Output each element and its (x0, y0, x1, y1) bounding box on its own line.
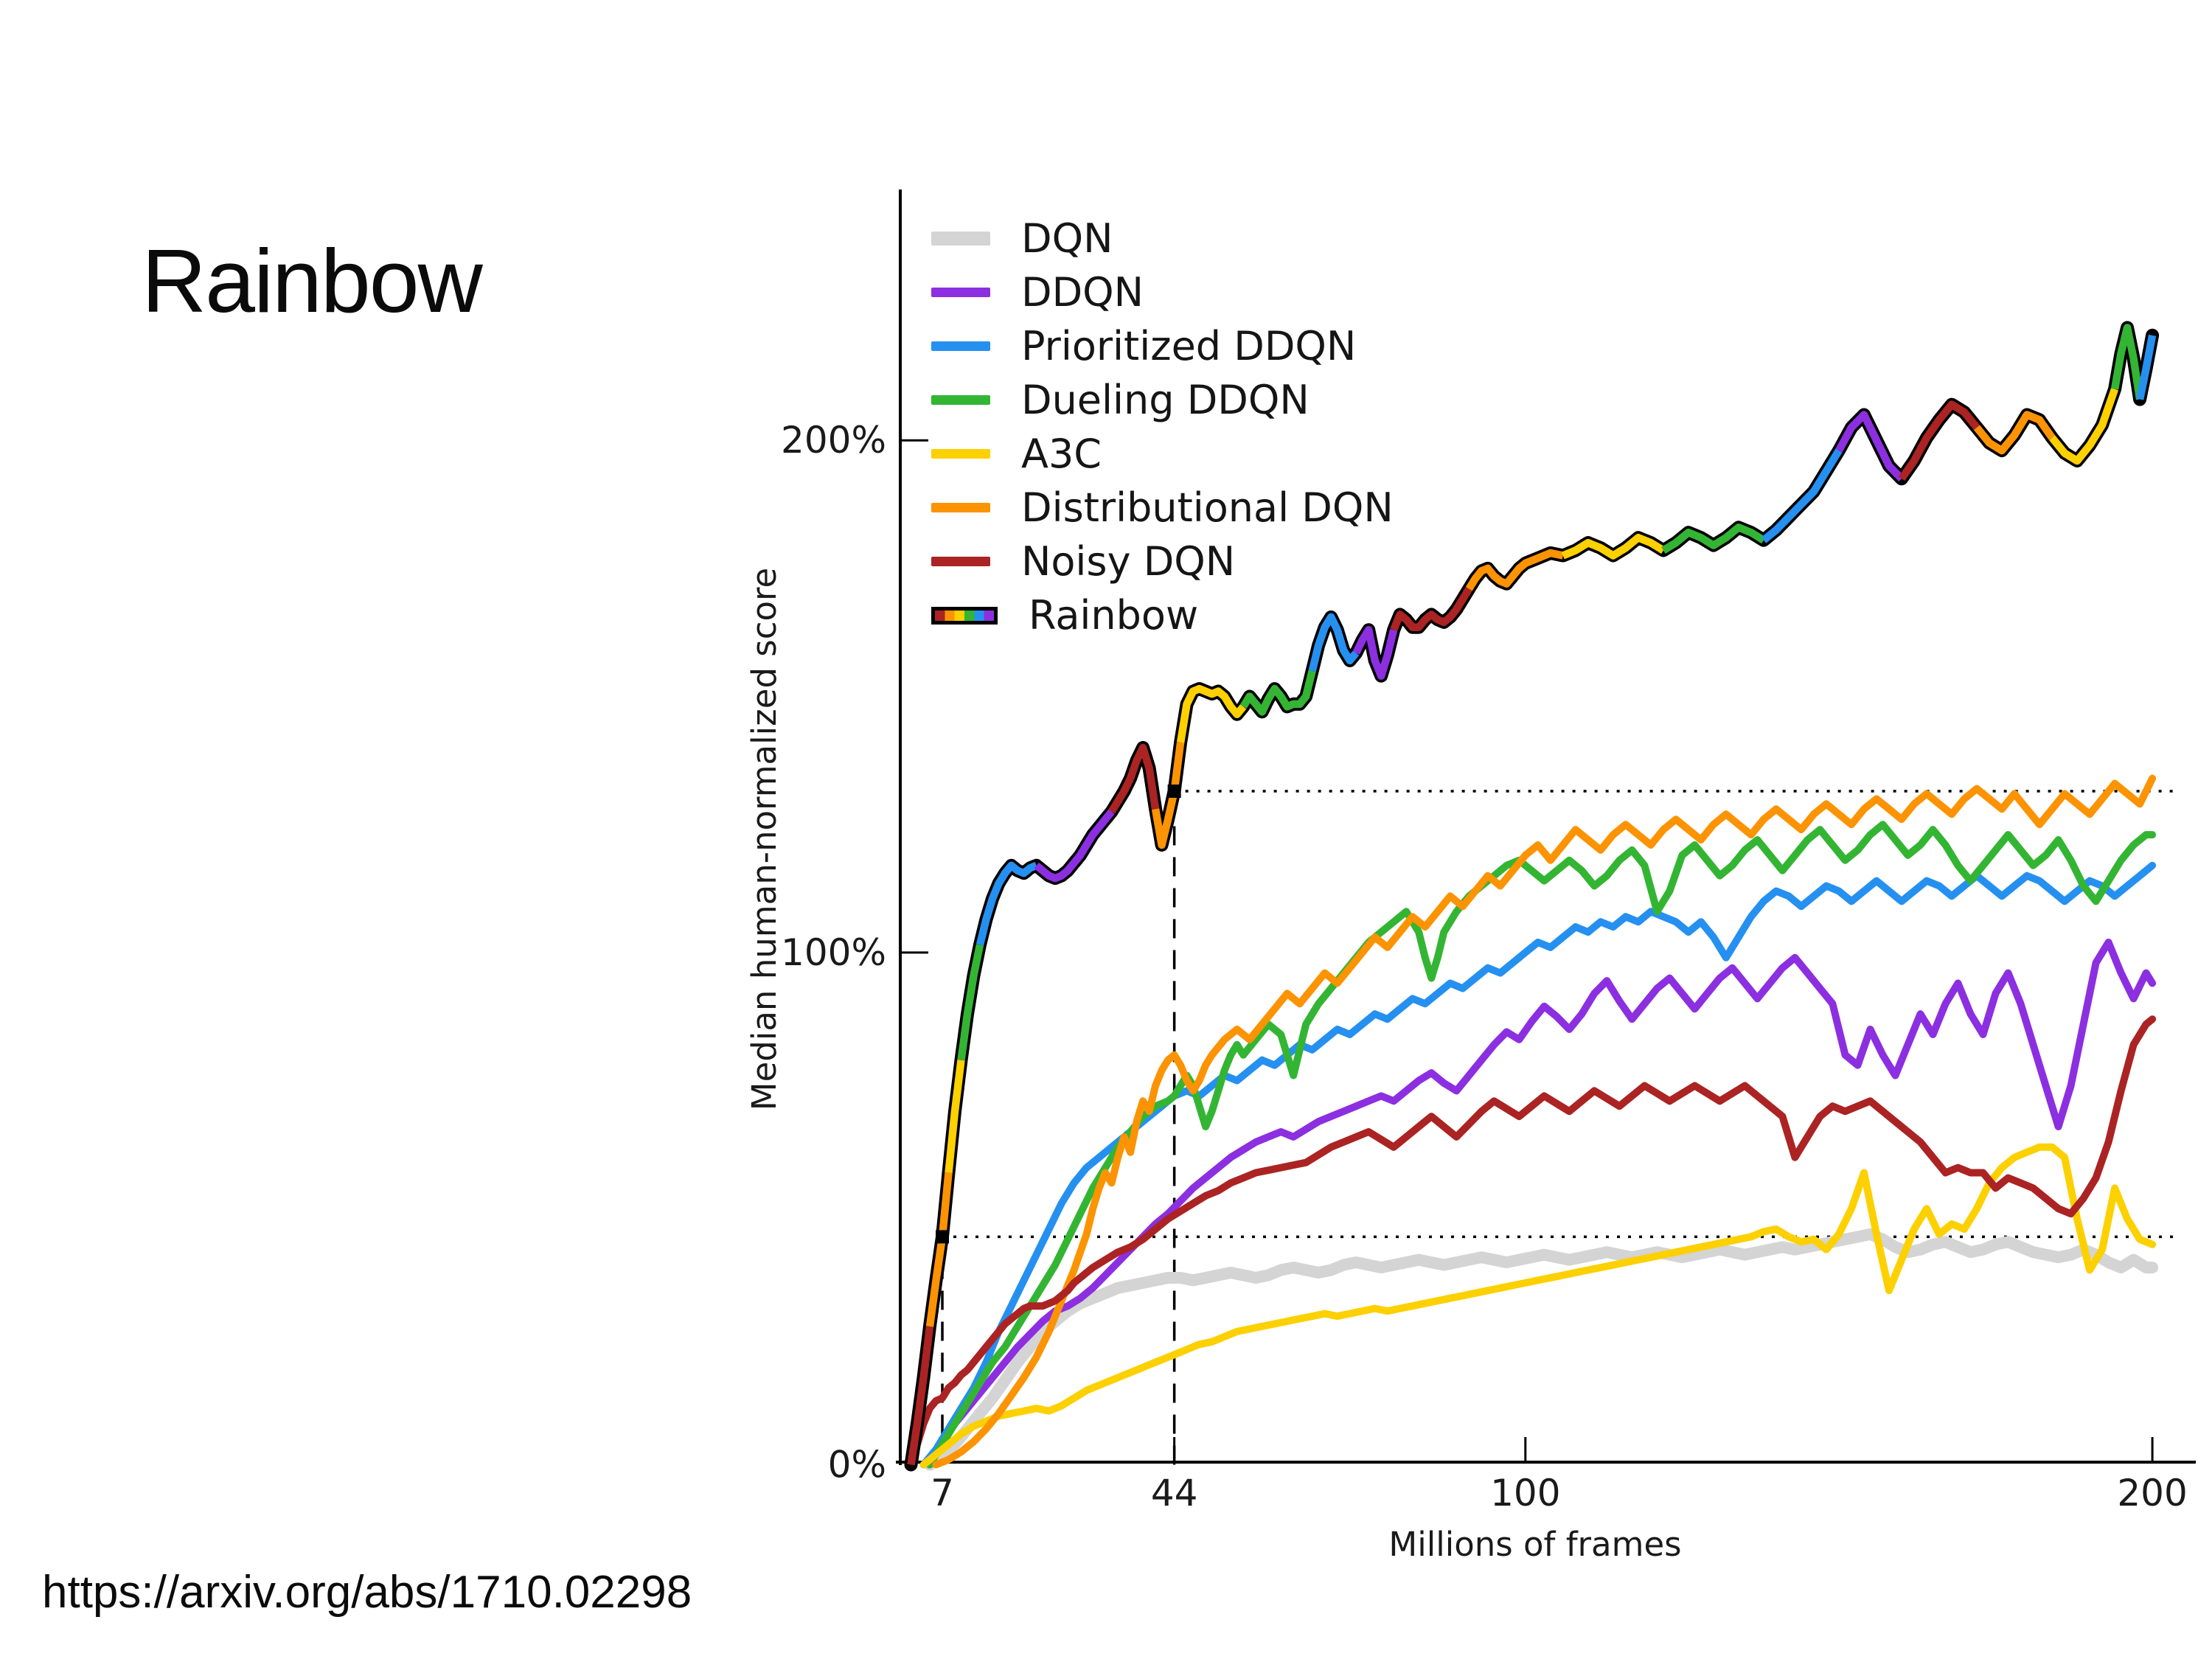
y-axis-title: Median human-normalized score (745, 568, 784, 1110)
series-rainbow-segment (1151, 742, 1185, 849)
legend-label: Rainbow (1029, 592, 1199, 639)
series-rainbow-segment (975, 861, 1038, 946)
legend-swatch-noisy-dqn (931, 557, 990, 566)
series-rainbow-segment (945, 1060, 965, 1174)
series-rainbow-segment (957, 944, 984, 1061)
series-rainbow-segment (1034, 809, 1115, 883)
legend-swatch-dueling-ddqn (931, 395, 990, 405)
legend-item-dqn: DQN (931, 212, 1394, 265)
series-rainbow-segment (1661, 524, 1766, 554)
series-rainbow-segment (2049, 387, 2119, 465)
y-tick-label: 200% (781, 419, 886, 462)
legend-label: A3C (1021, 431, 1102, 477)
legend-item-distributional-dqn: Distributional DQN (931, 481, 1394, 535)
x-tick-label: 44 (1151, 1472, 1198, 1514)
series-rainbow-segment (907, 1326, 934, 1466)
legend-swatch-ddqn (931, 288, 990, 297)
series-rainbow-segment (1835, 411, 1905, 481)
y-tick-label: 100% (781, 931, 886, 974)
series-rainbow-segment (925, 1172, 953, 1327)
series-rainbow-segment (1308, 613, 1360, 672)
series-rainbow-segment (1561, 533, 1666, 560)
series-rainbow-segment (1898, 400, 1980, 481)
series-rainbow-segment (2135, 334, 2157, 400)
x-tick-label: 200 (2117, 1472, 2187, 1514)
series-rainbow-segment (1108, 743, 1160, 814)
annotation-marker (1167, 785, 1181, 799)
series-rainbow-segment (1465, 549, 1564, 591)
chart-legend: DQN DDQN Prioritized DDQN Dueling DDQN A… (931, 212, 1394, 642)
series-rainbow-segment (2110, 324, 2144, 400)
legend-label: DQN (1021, 215, 1113, 262)
legend-label: Dueling DDQN (1021, 377, 1310, 423)
annotation-marker (936, 1230, 950, 1244)
legend-item-a3c: A3C (931, 427, 1394, 481)
series-ddqn (926, 939, 2157, 1469)
x-axis-title: Millions of frames (1388, 1525, 1681, 1564)
series-rainbow-segment (1176, 684, 1247, 743)
legend-label: Distributional DQN (1021, 484, 1394, 531)
legend-item-dueling-ddqn: Dueling DDQN (931, 373, 1394, 427)
source-url-link[interactable]: https://arxiv.org/abs/1710.02298 (42, 1567, 692, 1618)
series-noisy-dqn (907, 1015, 2157, 1469)
series-a3c (919, 1143, 2157, 1469)
series-rainbow-segment (1390, 586, 1472, 632)
series-distributional-dqn (932, 774, 2157, 1469)
series-rainbow-segment (1239, 669, 1316, 716)
legend-label: DDQN (1021, 269, 1144, 316)
legend-item-noisy-dqn: Noisy DQN (931, 535, 1394, 588)
series-rainbow-segment (1352, 625, 1398, 680)
legend-swatch-a3c (931, 449, 990, 459)
legend-label: Noisy DQN (1021, 538, 1236, 585)
legend-swatch-rainbow (931, 606, 998, 625)
legend-swatch-dqn (931, 232, 990, 246)
legend-label: Prioritized DDQN (1021, 323, 1357, 369)
legend-item-ddqn: DDQN (931, 265, 1394, 319)
slide-title: Rainbow (142, 230, 483, 331)
series-dqn (924, 1228, 2159, 1471)
legend-item-rainbow: Rainbow (931, 588, 1394, 642)
legend-swatch-distributional-dqn (931, 503, 990, 512)
legend-item-prioritized-ddqn: Prioritized DDQN (931, 319, 1394, 373)
series-rainbow-segment (1973, 411, 2056, 455)
series-rainbow-segment (1761, 448, 1843, 543)
x-tick-label: 7 (931, 1472, 954, 1514)
legend-swatch-prioritized-ddqn (931, 341, 990, 351)
x-tick-label: 100 (1490, 1472, 1560, 1514)
y-tick-label: 0% (828, 1444, 886, 1486)
